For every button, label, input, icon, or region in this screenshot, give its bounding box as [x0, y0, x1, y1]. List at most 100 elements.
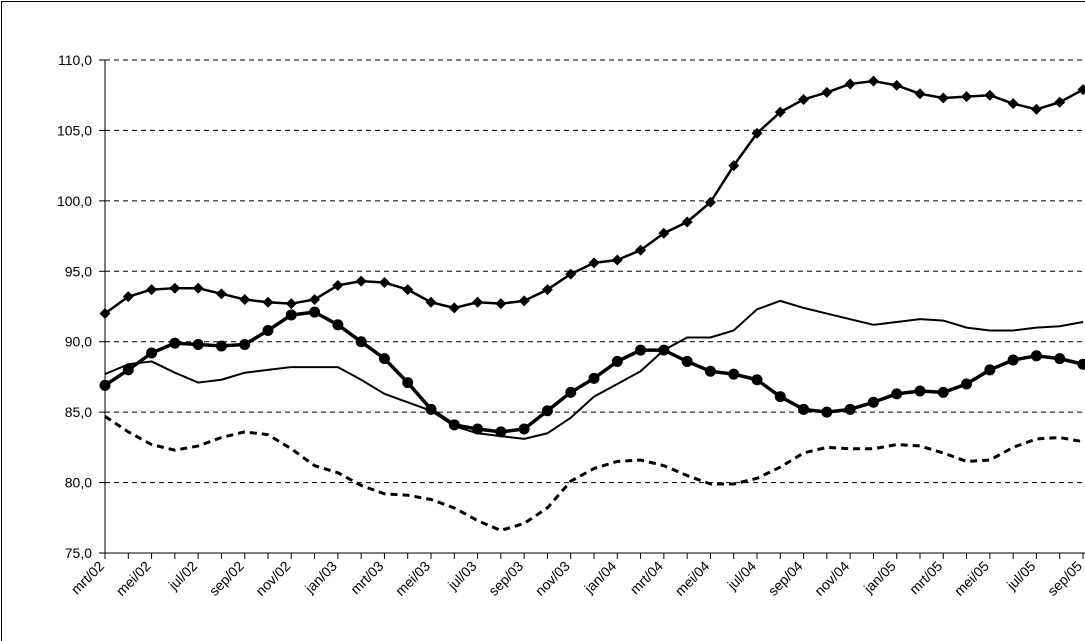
diamond-marker: [472, 296, 484, 308]
y-tick-label: 110,0: [58, 52, 92, 68]
circle-marker: [914, 385, 926, 397]
y-tick-label: 95,0: [65, 263, 92, 279]
diamond-marker: [867, 75, 879, 87]
x-tick-label: sep/03: [485, 558, 526, 599]
series-line: [104, 79, 1084, 315]
diamond-marker: [635, 244, 647, 256]
circle-marker: [99, 379, 111, 391]
diamond-marker: [588, 257, 600, 269]
series-line: [104, 415, 1084, 532]
x-tick-label: jan/05: [860, 558, 899, 597]
diamond-marker: [355, 275, 367, 287]
diamond-marker: [891, 79, 903, 91]
circle-marker: [774, 391, 786, 403]
diamond-marker: [565, 268, 577, 280]
circle-marker: [355, 336, 367, 348]
circle-marker: [285, 309, 297, 321]
x-tick-label: mei/03: [392, 558, 433, 599]
circle-marker: [262, 324, 274, 336]
diamond-marker: [1007, 98, 1019, 110]
circle-marker: [728, 368, 740, 380]
circle-marker: [751, 374, 763, 386]
x-tick-label: jul/05: [1003, 558, 1039, 594]
y-tick-label: 75,0: [65, 545, 92, 561]
diamond-marker: [169, 282, 181, 294]
x-tick-label: jan/04: [580, 558, 619, 597]
x-tick-label: jul/03: [444, 558, 480, 594]
diamond-marker: [518, 295, 530, 307]
circle-marker: [984, 364, 996, 376]
x-tick-label: mei/04: [672, 558, 713, 599]
x-tick-label: mrt/03: [347, 558, 387, 598]
diamond-marker: [495, 298, 507, 310]
circle-marker: [588, 372, 600, 384]
diamond-marker: [146, 284, 158, 296]
diamond-marker: [751, 127, 763, 139]
circle-marker: [215, 340, 227, 352]
x-tick-label: nov/02: [252, 558, 293, 599]
diamond-marker: [402, 284, 414, 296]
circle-marker: [867, 396, 879, 408]
y-tick-label: 105,0: [57, 122, 92, 138]
diamond-marker: [309, 293, 321, 305]
circle-marker: [309, 306, 321, 318]
circle-marker: [1007, 354, 1019, 366]
diamond-marker: [448, 302, 460, 314]
y-tick-label: 90,0: [65, 334, 92, 350]
circle-marker: [611, 355, 623, 367]
diamond-marker: [285, 298, 297, 310]
x-tick-label: mei/02: [113, 558, 154, 599]
diamond-marker: [798, 93, 810, 105]
diamond-marker: [611, 254, 623, 266]
x-tick-label: mrt/04: [627, 558, 667, 598]
diamond-marker: [821, 86, 833, 98]
circle-marker: [192, 339, 204, 351]
circle-marker: [332, 319, 344, 331]
diamond-marker: [99, 308, 111, 320]
diamond-marker: [262, 296, 274, 308]
circle-marker: [937, 386, 949, 398]
diamond-marker: [332, 279, 344, 291]
circle-marker: [844, 403, 856, 415]
series-line: [104, 299, 1084, 440]
diamond-marker: [541, 284, 553, 296]
circle-marker: [635, 344, 647, 356]
diamond-marker: [774, 106, 786, 118]
circle-marker: [495, 426, 507, 438]
x-tick-label: jul/04: [723, 558, 759, 594]
circle-marker: [961, 378, 973, 390]
diamond-marker: [239, 293, 251, 305]
x-tick-label: sep/05: [1044, 558, 1085, 599]
y-tick-label: 85,0: [65, 404, 92, 420]
diamond-marker: [844, 78, 856, 90]
diamond-marker: [961, 91, 973, 103]
circle-marker: [1054, 353, 1066, 365]
diamond-marker: [122, 291, 134, 303]
circle-marker: [169, 337, 181, 349]
x-tick-label: jul/02: [165, 558, 201, 594]
diamond-marker: [984, 89, 996, 101]
circle-marker: [239, 339, 251, 351]
circle-marker: [122, 364, 134, 376]
y-tick-label: 80,0: [65, 475, 92, 491]
circle-marker: [891, 388, 903, 400]
circle-marker: [821, 406, 833, 418]
circle-marker: [541, 405, 553, 417]
circle-marker: [378, 353, 390, 365]
circle-marker: [1030, 350, 1042, 362]
x-tick-label: mrt/05: [906, 558, 946, 598]
circle-marker: [146, 347, 158, 359]
x-tick-label: mei/05: [951, 558, 992, 599]
x-tick-label: sep/04: [765, 558, 806, 599]
diamond-marker: [1077, 84, 1085, 96]
diamond-marker: [425, 296, 437, 308]
x-tick-label: jan/03: [301, 558, 340, 597]
circle-marker: [681, 355, 693, 367]
x-tick-label: nov/04: [811, 558, 852, 599]
diamond-marker: [681, 216, 693, 228]
diamond-marker: [937, 92, 949, 104]
diamond-marker: [728, 160, 740, 172]
circle-marker: [565, 386, 577, 398]
